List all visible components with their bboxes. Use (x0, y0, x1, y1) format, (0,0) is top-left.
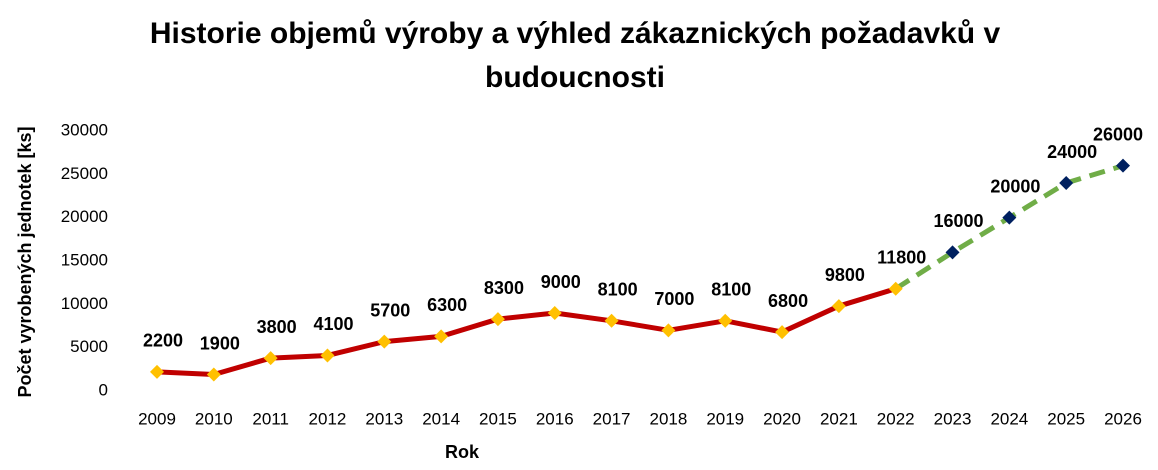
series-line (156, 286, 897, 378)
x-tick-label: 2016 (536, 409, 574, 428)
x-tick-label: 2010 (195, 409, 233, 428)
x-tick-label: 2021 (820, 409, 858, 428)
x-tick-label: 2017 (593, 409, 631, 428)
marker (206, 367, 221, 382)
data-label: 1900 (200, 333, 240, 353)
chart-title: Historie objemů výroby a výhled zákaznic… (149, 17, 1001, 94)
data-label: 9800 (825, 265, 865, 285)
data-label: 11800 (877, 247, 926, 267)
y-tick-label: 25000 (61, 164, 108, 183)
x-tick-label: 2019 (706, 409, 744, 428)
x-tick-label: 2012 (309, 409, 347, 428)
y-tick-label: 30000 (61, 120, 108, 139)
data-label: 8100 (711, 280, 751, 300)
y-tick-label: 20000 (61, 207, 108, 226)
x-tick-label: 2015 (479, 409, 517, 428)
data-label: 2200 (143, 331, 183, 351)
marker (888, 281, 903, 296)
x-tick-label: 2024 (990, 409, 1028, 428)
data-label: 3800 (257, 317, 297, 337)
x-tick-label: 2013 (365, 409, 403, 428)
y-tick-label: 0 (99, 380, 108, 399)
marker (1002, 210, 1017, 225)
marker (377, 334, 392, 349)
x-tick-label: 2009 (138, 409, 176, 428)
x-tick-label: 2023 (934, 409, 972, 428)
x-tick-label: 2020 (763, 409, 801, 428)
data-label: 6300 (427, 295, 467, 315)
marker (661, 323, 676, 338)
marker (434, 329, 449, 344)
data-label: 9000 (541, 272, 581, 292)
marker (945, 245, 960, 260)
marker (320, 348, 335, 363)
x-tick-label: 2014 (422, 409, 460, 428)
data-label: 5700 (370, 300, 410, 320)
data-label: 26000 (1093, 124, 1143, 144)
marker (547, 306, 562, 320)
data-label: 24000 (1047, 142, 1097, 162)
y-tick-label: 10000 (61, 294, 108, 313)
marker (718, 313, 733, 328)
data-label: 20000 (990, 176, 1040, 196)
marker (604, 313, 619, 328)
marker (775, 325, 790, 340)
data-label: 7000 (654, 289, 694, 309)
marker (150, 364, 164, 379)
data-label: 16000 (933, 211, 983, 231)
y-axis-title: Počet vyrobených jednotek [ks] (15, 126, 35, 397)
x-axis-title: Rok (445, 442, 480, 462)
marker (263, 351, 278, 366)
x-tick-label: 2018 (649, 409, 687, 428)
data-label: 8300 (484, 278, 524, 298)
x-tick-label: 2026 (1104, 409, 1142, 428)
data-label: 4100 (313, 314, 353, 334)
x-tick-label: 2025 (1047, 409, 1085, 428)
data-label: 6800 (768, 291, 808, 311)
marker (490, 312, 505, 327)
y-tick-label: 15000 (61, 250, 108, 269)
marker (1059, 176, 1074, 190)
marker (831, 299, 846, 314)
marker (1116, 158, 1130, 173)
x-tick-label: 2011 (252, 409, 289, 428)
x-tick-label: 2022 (877, 409, 915, 428)
data-label: 8100 (598, 280, 638, 300)
y-tick-label: 5000 (70, 337, 108, 356)
